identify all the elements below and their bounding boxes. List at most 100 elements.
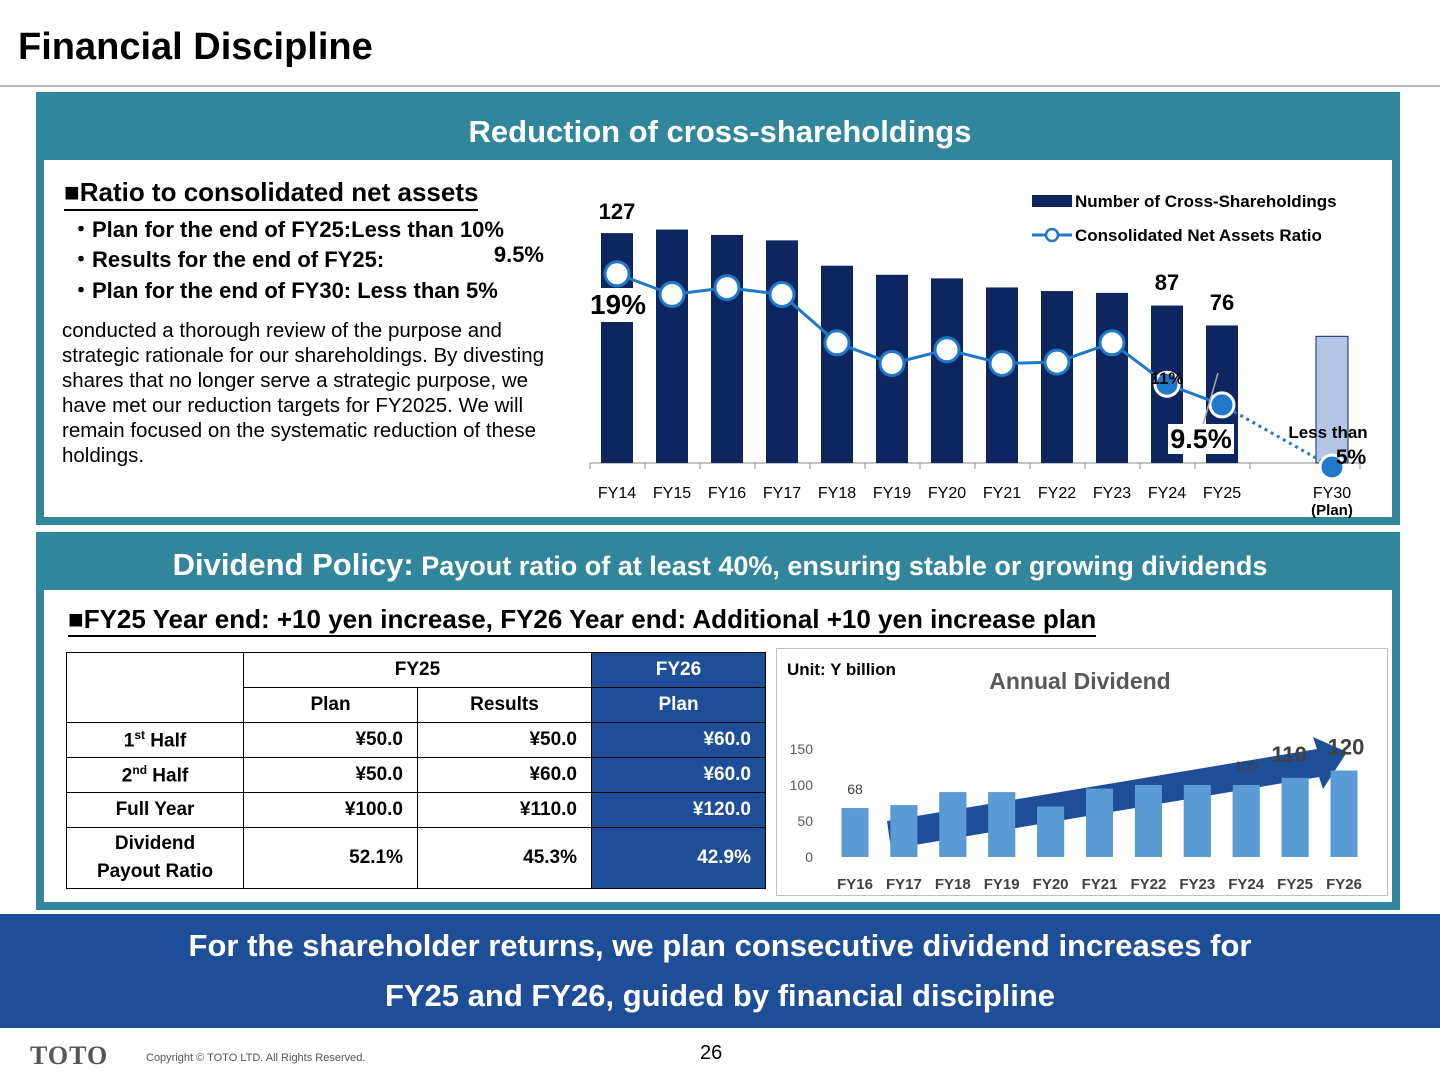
ratio-point [713, 274, 741, 302]
table-row: 1st Half ¥50.0 ¥50.0 ¥60.0 [66, 722, 766, 758]
summary-line-1: For the shareholder returns, we plan con… [188, 928, 1252, 963]
table-header-fy25: FY25 [243, 652, 592, 688]
bar [1037, 806, 1065, 857]
chart-title: Annual Dividend [989, 668, 1170, 694]
x-tick-label: FY22 [1038, 485, 1076, 502]
copyright: Copyright © TOTO LTD. All Rights Reserve… [146, 1052, 366, 1064]
table-row: 2nd Half ¥50.0 ¥60.0 ¥60.0 [66, 757, 766, 793]
ratio-label: 19% [590, 289, 646, 320]
x-tick-label: FY25 [1203, 485, 1241, 502]
bar [711, 234, 743, 463]
ratio-label: 11% [1150, 369, 1183, 388]
dividend-policy-label: Dividend Policy: [172, 547, 414, 582]
x-tick-label: FY19 [984, 876, 1020, 893]
ratio-label-bg [587, 288, 649, 322]
dividend-panel-title: Dividend Policy: Payout ratio of at leas… [0, 547, 1440, 583]
x-tick-label: FY18 [935, 876, 971, 893]
ratio-point [658, 281, 686, 308]
ratio-point [823, 329, 851, 357]
cell-fy25-results: 45.3% [417, 827, 592, 889]
bar [1086, 788, 1113, 857]
cross-shareholdings-panel-title: Reduction of cross-shareholdings [468, 114, 972, 149]
table-header-plan: Plan [243, 687, 418, 723]
x-tick-label: FY22 [1130, 876, 1166, 893]
ratio-point [603, 260, 631, 288]
ratio-label: 9.5% [1170, 424, 1232, 454]
table-header-fy26: FY26 [591, 652, 766, 688]
title-divider [0, 85, 1440, 87]
ratio-label: Less than [1288, 423, 1367, 442]
x-tick-label: FY20 [1033, 876, 1069, 893]
y-tick-label: 150 [790, 741, 814, 757]
toto-logo: TOTO [30, 1041, 109, 1070]
ratio-point [768, 281, 796, 308]
row-label: Full Year [66, 792, 244, 828]
x-tick-label: FY14 [598, 485, 636, 502]
annual-dividend-chart: Unit: Y billion Annual Dividend 0 50 100 150 F… [787, 660, 1365, 893]
cell-fy25-plan: ¥50.0 [243, 757, 418, 793]
bar [1315, 335, 1349, 464]
bar [656, 229, 688, 463]
dividend-policy-text: Payout ratio of at least 40%, ensuring s… [413, 551, 1268, 581]
ratio-point [1098, 329, 1126, 357]
unit-label: Unit: Y billion [787, 660, 896, 679]
x-tick-label: FY24 [1228, 876, 1265, 893]
legend-swatch-marker [1044, 227, 1060, 243]
cell-fy26-plan: 42.9% [591, 827, 766, 889]
data-label: 68 [847, 781, 863, 797]
ratio-label: 5% [1336, 446, 1367, 469]
cell-fy26-plan: ¥120.0 [591, 792, 766, 828]
legend-label: Number of Cross-Shareholdings [1075, 192, 1337, 211]
bar [1134, 785, 1162, 857]
ratio-point [988, 350, 1016, 377]
bar [931, 278, 963, 463]
x-tick-label: FY21 [983, 485, 1021, 502]
bar [1183, 785, 1211, 857]
summary-line-2: FY25 and FY26, guided by financial disci… [384, 978, 1056, 1013]
x-tick-label: FY17 [886, 876, 922, 893]
x-tick-label: FY24 [1148, 485, 1186, 502]
bar [1281, 777, 1309, 857]
legend-swatch-bars [1032, 195, 1072, 207]
ratio-heading: ■Ratio to consolidated net assets [64, 177, 479, 211]
x-tick-label: FY20 [928, 485, 966, 502]
bar-label: 127 [599, 199, 636, 224]
row-label: 1st Half [66, 722, 244, 758]
table-header-results: Results [417, 687, 592, 723]
table-corner-cell [66, 652, 244, 723]
data-label: 100 [1235, 758, 1259, 774]
x-tick-label: FY16 [708, 485, 746, 502]
cell-fy26-plan: ¥60.0 [591, 722, 766, 758]
ratio-leader-line [1201, 372, 1219, 429]
cell-fy26-plan: ¥60.0 [591, 757, 766, 793]
ratio-point [878, 350, 906, 377]
row-label: 2nd Half [66, 757, 244, 793]
summary-banner: For the shareholder returns, we plan con… [0, 914, 1440, 1028]
bar [821, 265, 853, 463]
dividend-table: FY25 FY26 Plan Results Plan 1st Half ¥50… [66, 652, 766, 889]
x-tick-label: FY23 [1179, 876, 1215, 893]
x-tick-label: FY21 [1082, 876, 1118, 893]
cell-fy25-results: ¥50.0 [417, 722, 592, 758]
x-tick-label: FY26 [1326, 876, 1362, 893]
cell-fy25-plan: 52.1% [243, 827, 418, 889]
bar [766, 240, 798, 463]
x-tick-label: FY15 [653, 485, 691, 502]
ratio-bullet-label: ・Results for the end of FY25: [70, 247, 385, 272]
bar-label: 87 [1155, 270, 1179, 295]
data-label: 120 [1328, 735, 1365, 760]
x-tick-label: FY16 [837, 876, 873, 893]
y-tick-label: 50 [797, 813, 813, 829]
bar [890, 805, 918, 857]
ratio-bullet-3: ・Plan for the end of FY30: Less than 5% [70, 273, 498, 305]
row-label: Dividend Payout Ratio [66, 827, 244, 889]
ratio-line [616, 272, 1223, 407]
ratio-label-bg [1168, 424, 1234, 454]
cell-fy25-plan: ¥100.0 [243, 792, 418, 828]
x-tick-label: FY23 [1093, 485, 1131, 502]
page-title: Financial Discipline [18, 26, 373, 68]
ratio-bullet-value: 9.5% [493, 242, 544, 267]
ratio-point [1318, 453, 1346, 481]
legend-label: Consolidated Net Assets Ratio [1075, 226, 1322, 245]
bar [1096, 292, 1128, 463]
